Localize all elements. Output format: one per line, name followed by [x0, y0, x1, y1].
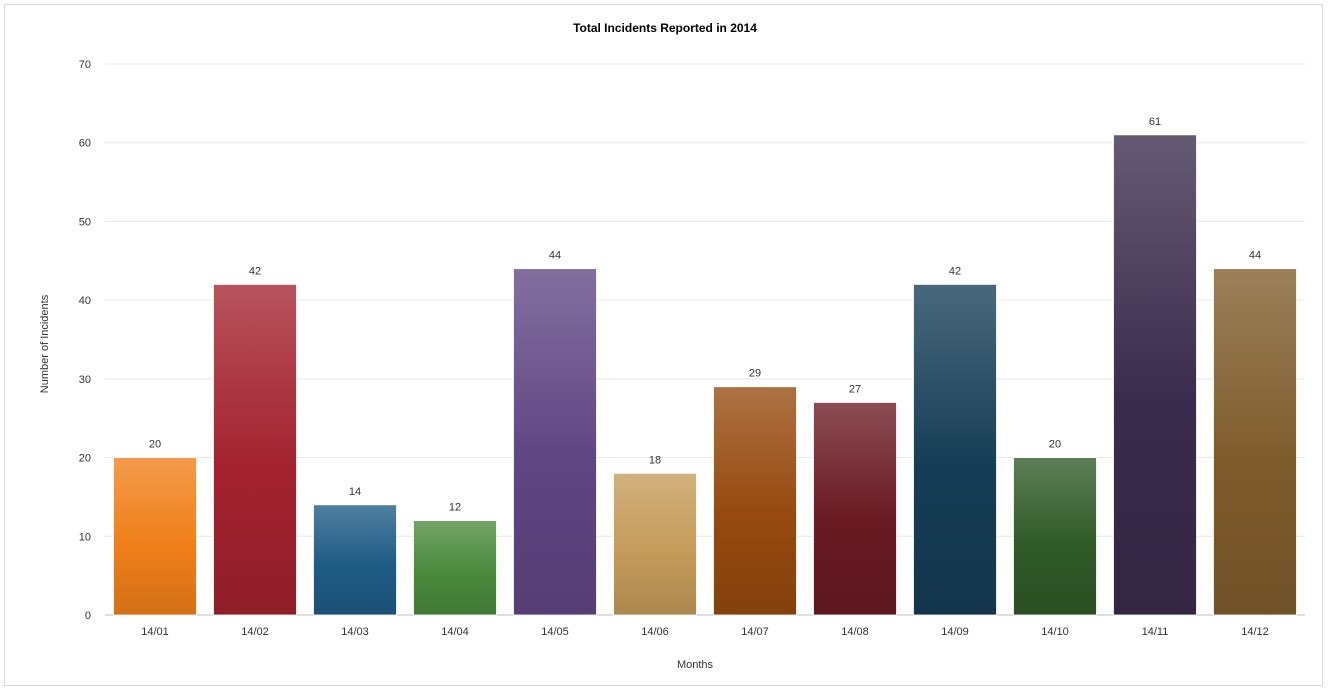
bar-14-01	[113, 457, 197, 616]
data-label: 44	[549, 250, 561, 262]
data-label: 18	[649, 454, 661, 466]
bar-14-07	[713, 386, 797, 616]
bar-14-06	[613, 472, 697, 616]
data-label: 29	[749, 368, 761, 380]
x-tick-label: 14/03	[341, 626, 369, 638]
bar-14-10	[1013, 457, 1097, 616]
y-tick-label: 40	[79, 295, 91, 307]
data-labels: 20 42 14 12 44 18 29 27 42 20 61 44	[149, 116, 1261, 514]
x-tick-label: 14/12	[1241, 626, 1269, 638]
x-tick-label: 14/01	[141, 626, 169, 638]
x-tick-label: 14/02	[241, 626, 269, 638]
x-tick-label: 14/08	[841, 626, 869, 638]
y-tick-label: 10	[79, 531, 91, 543]
data-label: 42	[949, 265, 961, 277]
bar-14-09	[913, 283, 997, 616]
x-tick-label: 14/09	[941, 626, 969, 638]
chart-frame: Total Incidents Reported in 2014 0 10 20 30…	[4, 4, 1323, 686]
x-axis-ticks: 14/01 14/02 14/03 14/04 14/05 14/06 14/07 14/08…	[141, 626, 1269, 638]
gridlines	[105, 63, 1305, 616]
y-axis-ticks: 0 10 20 30 40 50 60 70	[79, 59, 91, 622]
bar-chart: Total Incidents Reported in 2014 0 10 20 30…	[39, 21, 1305, 671]
x-tick-label: 14/06	[641, 626, 669, 638]
y-tick-label: 30	[79, 374, 91, 386]
y-tick-label: 0	[85, 610, 91, 622]
x-tick-label: 14/11	[1142, 626, 1169, 638]
bars	[113, 134, 1297, 616]
y-tick-label: 60	[79, 138, 91, 150]
data-label: 44	[1249, 250, 1261, 262]
bar-14-03	[313, 504, 397, 616]
data-label: 61	[1149, 116, 1161, 128]
y-axis-title: Number of Incidents	[39, 294, 51, 393]
bar-14-04	[413, 520, 497, 616]
data-label: 42	[249, 265, 261, 277]
x-tick-label: 14/10	[1041, 626, 1069, 638]
bar-14-02	[213, 283, 297, 616]
bar-14-05	[513, 268, 597, 616]
x-axis-title: Months	[677, 659, 714, 671]
data-label: 14	[349, 486, 361, 498]
bar-14-12	[1213, 268, 1297, 616]
y-tick-label: 20	[79, 453, 91, 465]
bar-14-11	[1113, 134, 1197, 616]
x-tick-label: 14/07	[741, 626, 769, 638]
data-label: 20	[1049, 439, 1061, 451]
chart-title: Total Incidents Reported in 2014	[573, 21, 757, 35]
data-label: 27	[849, 383, 861, 395]
y-tick-label: 50	[79, 216, 91, 228]
bar-14-08	[813, 402, 897, 616]
x-tick-label: 14/04	[441, 626, 469, 638]
x-tick-label: 14/05	[541, 626, 569, 638]
y-tick-label: 70	[79, 59, 91, 71]
data-label: 12	[449, 502, 461, 514]
data-label: 20	[149, 439, 161, 451]
